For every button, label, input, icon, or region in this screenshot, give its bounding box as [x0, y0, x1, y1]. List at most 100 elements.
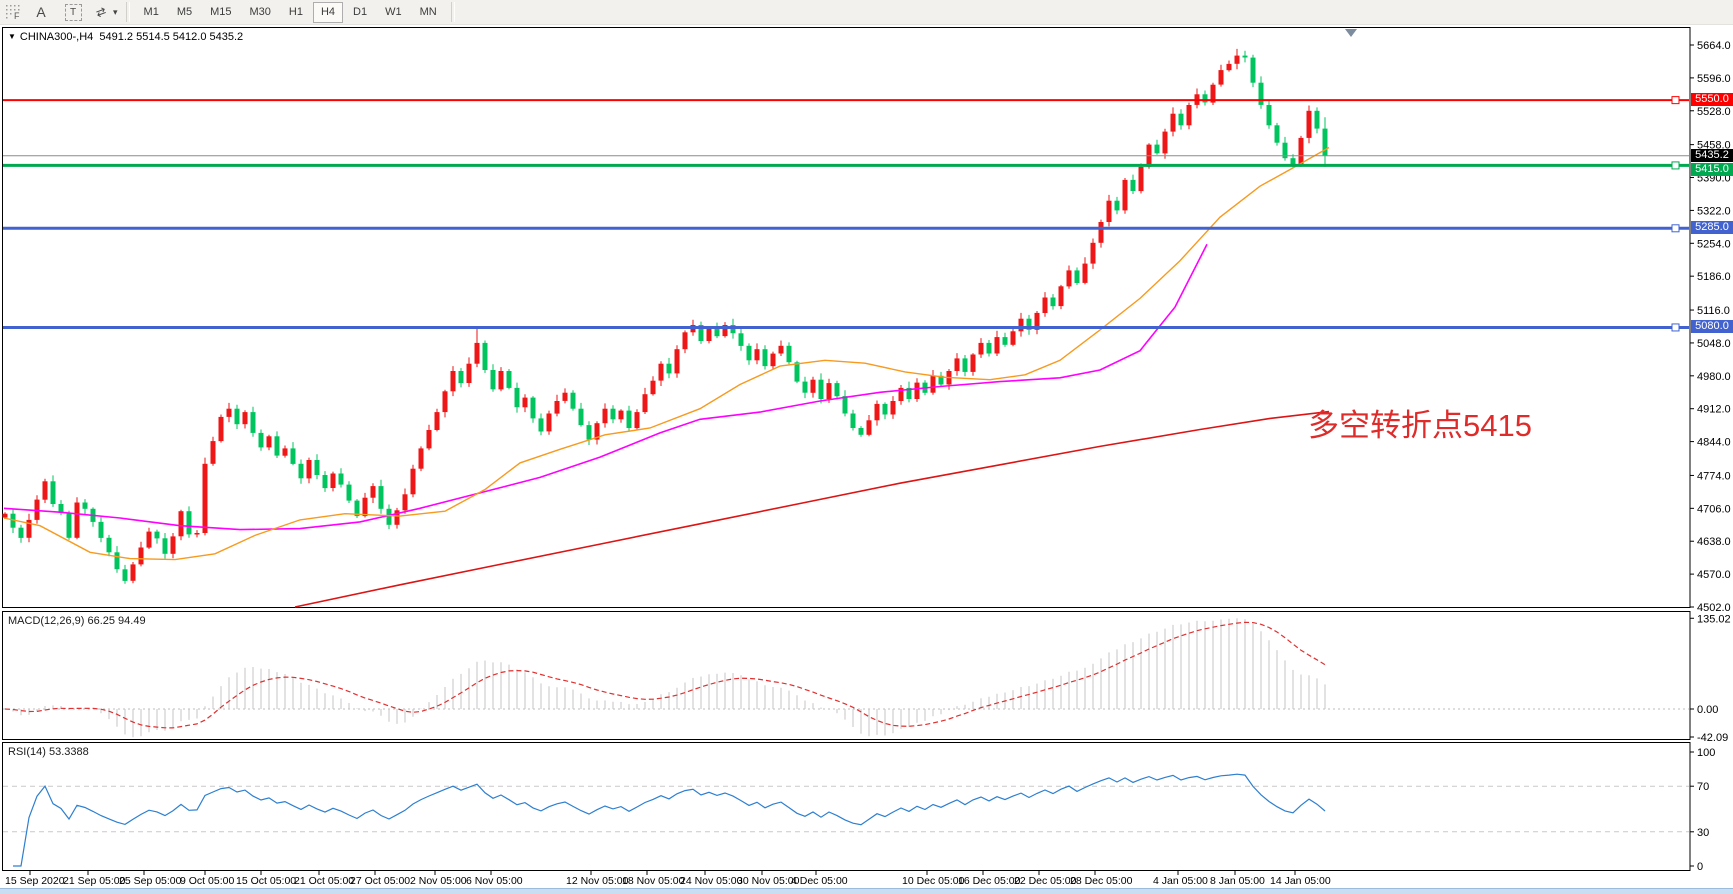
- candle-body: [250, 412, 256, 433]
- font-a-icon[interactable]: A: [36, 4, 46, 20]
- candle-body: [1082, 263, 1088, 283]
- candle-body: [762, 349, 768, 367]
- candle-body: [658, 363, 664, 381]
- candle-body: [1306, 110, 1312, 138]
- candle-body: [138, 547, 144, 565]
- candle-body: [170, 536, 176, 554]
- candle-body: [18, 527, 24, 538]
- cycle-arrows-icon[interactable]: ⇄: [93, 3, 109, 21]
- chart-title-text: CHINA300-,H4 5491.2 5514.5 5412.0 5435.2: [19, 31, 244, 43]
- timeframe-button-M30[interactable]: M30: [249, 6, 271, 18]
- date-label: 21 Oct 05:00: [294, 875, 354, 887]
- candle-body: [34, 499, 40, 520]
- candle-body: [378, 486, 384, 509]
- candle-body: [594, 423, 600, 440]
- candle-body: [818, 379, 824, 399]
- candle-body: [434, 412, 440, 430]
- dropdown-caret-icon[interactable]: ▾: [113, 6, 118, 17]
- candle-body: [50, 481, 56, 504]
- timeframe-button-D1[interactable]: D1: [353, 6, 368, 18]
- axis-price-box-5080.0: 5080.0: [1691, 320, 1733, 333]
- grid-f-icon-svg: F: [6, 5, 20, 20]
- candle-body: [194, 533, 200, 535]
- candle-body: [26, 519, 32, 538]
- main-panel[interactable]: [2, 27, 1691, 608]
- candle-body: [746, 345, 752, 361]
- candle-body: [834, 383, 840, 397]
- candle-body: [1290, 158, 1296, 166]
- price-tick-label: 5596.0: [1697, 73, 1731, 85]
- candle-body: [850, 413, 856, 428]
- candle-body: [674, 349, 680, 374]
- timeframe-button-M5[interactable]: M5: [176, 6, 193, 18]
- date-label: 10 Dec 05:00: [902, 875, 965, 887]
- date-label: 9 Oct 05:00: [180, 875, 234, 887]
- candle-body: [778, 345, 784, 354]
- candle-body: [1002, 337, 1008, 345]
- timeframe-button-H4[interactable]: H4: [312, 1, 344, 23]
- price-tick-label: 4570.0: [1697, 569, 1731, 581]
- candle-body: [1130, 179, 1136, 191]
- candle-body: [930, 375, 936, 393]
- candle-body: [634, 412, 640, 429]
- candle-body: [1178, 113, 1184, 126]
- candle-body: [178, 511, 184, 537]
- candle-body: [970, 354, 976, 372]
- candle-body: [642, 394, 648, 413]
- candle-body: [770, 353, 776, 367]
- timeframe-button-M1[interactable]: M1: [143, 6, 159, 18]
- price-tick-label: 4774.0: [1697, 470, 1731, 482]
- level-line-marker[interactable]: [1671, 96, 1680, 105]
- candle-body: [402, 494, 408, 511]
- timeframe-button-H1[interactable]: H1: [288, 6, 303, 18]
- rsi-panel[interactable]: [2, 742, 1691, 871]
- candle-body: [1138, 166, 1144, 192]
- candle-body: [1298, 137, 1304, 166]
- candle-body: [66, 512, 72, 538]
- rsi-line: [13, 773, 1326, 867]
- date-label: 22 Dec 05:00: [1014, 875, 1077, 887]
- textbox-t-icon[interactable]: T: [63, 2, 83, 22]
- title-triangle-icon[interactable]: ▼: [8, 32, 16, 41]
- timeframe-button-MN[interactable]: MN: [419, 6, 437, 18]
- price-tick-label: 5528.0: [1697, 106, 1731, 118]
- candle-body: [938, 375, 944, 385]
- candle-body: [1226, 63, 1232, 71]
- candle-body: [514, 387, 520, 408]
- candle-body: [866, 420, 872, 435]
- scroll-anchor-triangle-icon[interactable]: [1345, 29, 1357, 37]
- date-label: 16 Dec 05:00: [958, 875, 1021, 887]
- axis-price-box-5415.0: 5415.0: [1691, 163, 1733, 176]
- grid-f-icon[interactable]: F: [3, 2, 23, 22]
- rsi-tick-label: 100: [1697, 747, 1715, 759]
- level-line-marker[interactable]: [1671, 323, 1680, 332]
- candle-body: [266, 436, 272, 448]
- candle-body: [794, 362, 800, 382]
- candle-body: [754, 349, 760, 361]
- timeframe-button-W1[interactable]: W1: [385, 6, 402, 18]
- macd-signal-line: [4, 621, 1326, 729]
- candle-body: [1210, 84, 1216, 103]
- candle-body: [786, 345, 792, 363]
- candle-body: [578, 408, 584, 426]
- level-line-marker[interactable]: [1671, 224, 1680, 233]
- price-tick-label: 5664.0: [1697, 40, 1731, 52]
- level-line-marker[interactable]: [1671, 161, 1680, 170]
- date-label: 6 Nov 05:00: [466, 875, 523, 887]
- candle-body: [186, 511, 192, 535]
- chart-annotation-text[interactable]: 多空转折点5415: [1308, 408, 1532, 443]
- candle-body: [1162, 131, 1168, 154]
- candle-body: [114, 552, 120, 570]
- candle-body: [1154, 144, 1160, 154]
- rsi-label: RSI(14) 53.3388: [8, 746, 89, 758]
- candle-body: [650, 380, 656, 395]
- candle-body: [506, 371, 512, 388]
- candle-body: [362, 497, 368, 517]
- candle-body: [994, 337, 1000, 354]
- macd-panel[interactable]: [2, 611, 1691, 740]
- candle-body: [858, 428, 864, 435]
- candle-body: [986, 342, 992, 354]
- timeframe-button-M15[interactable]: M15: [210, 6, 232, 18]
- candle-body: [202, 463, 208, 533]
